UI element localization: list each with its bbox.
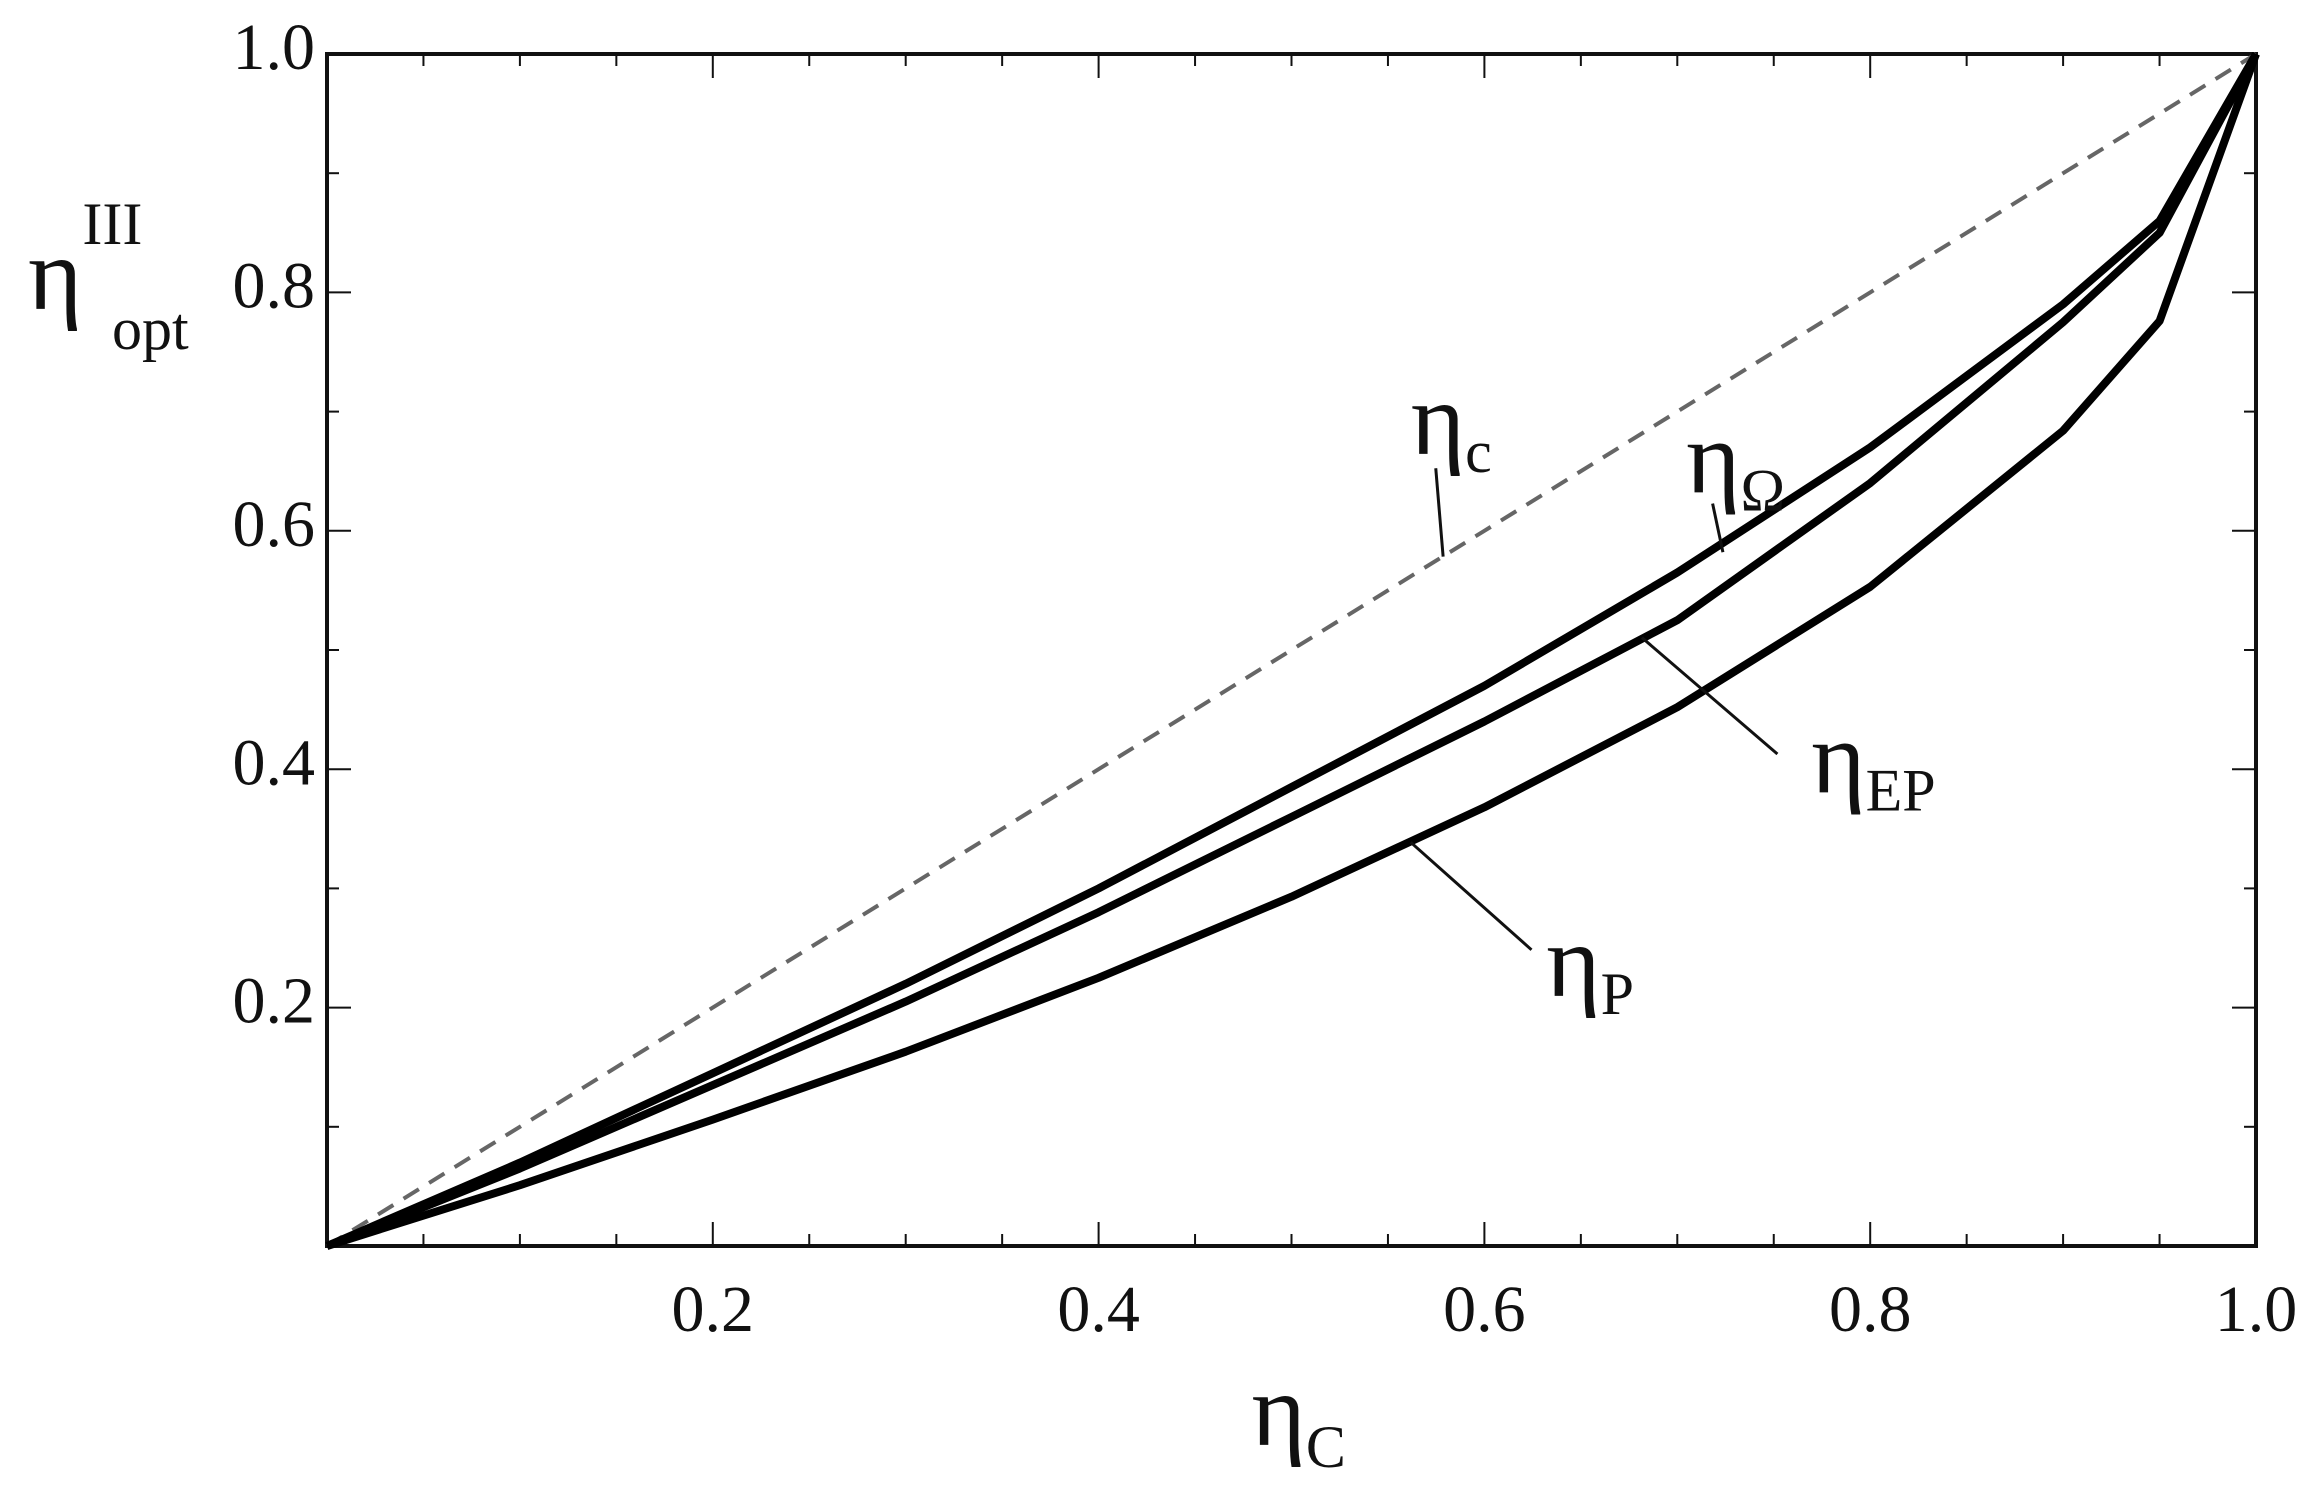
y-label-superscript: III [82, 191, 142, 257]
y-label-symbol: η [28, 217, 82, 332]
annotation-subscript: EP [1866, 757, 1936, 823]
x-tick-label: 0.8 [1829, 1273, 1912, 1346]
series-line [325, 52, 2260, 1250]
annotation-subscript: Ω [1740, 457, 1785, 523]
annotation-symbol: η [1546, 904, 1600, 1019]
annotation-pointer [1640, 636, 1779, 756]
x-axis-label: ηC [1252, 1353, 1346, 1480]
y-tick-label: 0.6 [233, 488, 316, 561]
annotation-subscript: P [1601, 961, 1634, 1027]
annotation-symbol: η [1411, 362, 1465, 477]
annotation: ηEP [1811, 701, 1935, 824]
y-tick-label: 0.2 [233, 965, 316, 1038]
annotation-pointer [1711, 503, 1725, 553]
x-tick-label: 0.4 [1057, 1273, 1140, 1346]
x-label-symbol: η [1252, 1353, 1306, 1468]
y-axis-label: ηIII [28, 191, 142, 332]
series-line [325, 52, 2260, 1250]
x-tick-label: 0.6 [1443, 1273, 1526, 1346]
x-tick-label: 0.2 [672, 1273, 755, 1346]
annotation: ηc [1411, 362, 1492, 485]
x-label-subscript: C [1306, 1414, 1346, 1480]
annotation-pointer [1409, 841, 1533, 951]
series-line [325, 51, 2260, 1250]
annotation-symbol: η [1811, 701, 1865, 816]
annotation-pointer [1434, 468, 1445, 557]
annotation-symbol: η [1686, 400, 1740, 515]
annotation: ηΩ [1686, 400, 1785, 523]
x-tick-label: 1.0 [2215, 1273, 2298, 1346]
y-tick-label: 0.4 [233, 726, 316, 799]
annotation-subscript: c [1465, 419, 1492, 485]
y-label-subscript: opt [112, 296, 189, 362]
y-tick-label: 1.0 [233, 11, 316, 84]
series-line [325, 52, 2258, 1248]
annotation: ηP [1546, 904, 1634, 1027]
y-tick-label: 0.8 [233, 250, 316, 323]
